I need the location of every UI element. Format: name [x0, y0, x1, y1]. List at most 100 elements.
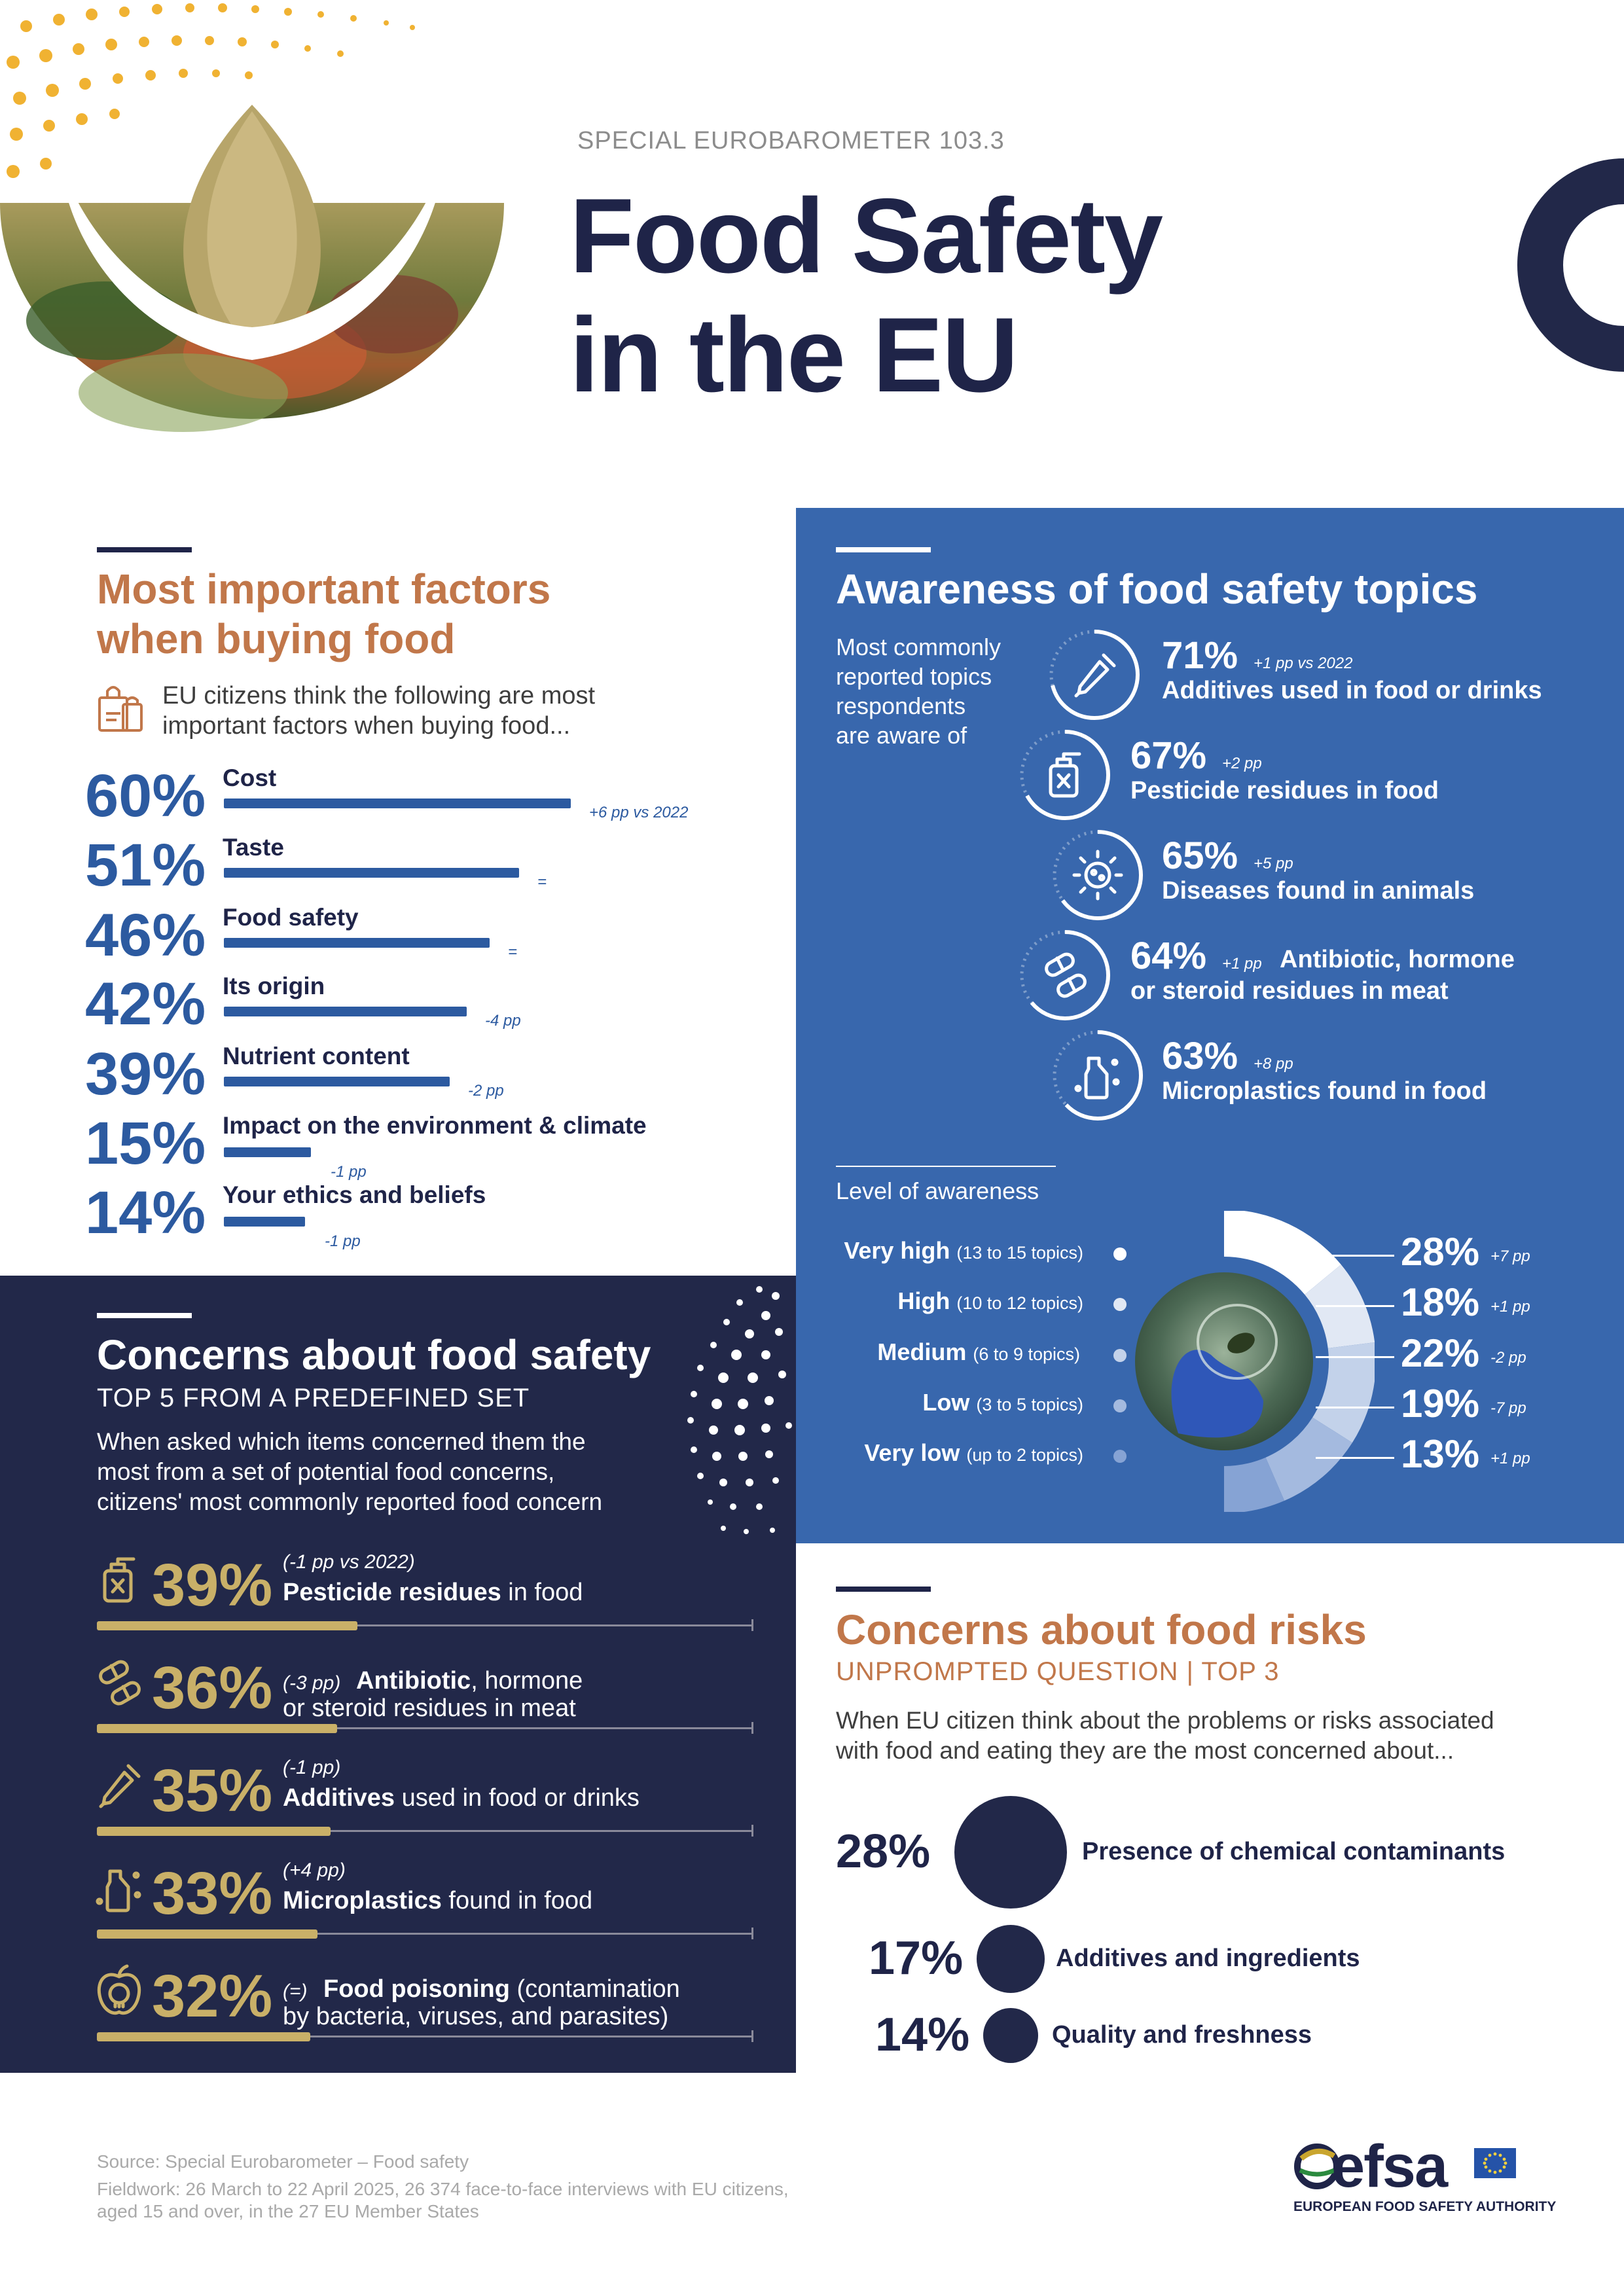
awareness-level-leader	[1316, 1356, 1394, 1358]
concerns-intro-line: most from a set of potential food concer…	[97, 1458, 555, 1485]
leaf-shape	[1227, 1333, 1255, 1354]
concern-bar-end-tick	[751, 1825, 753, 1837]
awareness-topic-ring	[1020, 730, 1110, 820]
apple-skull-icon	[97, 1964, 141, 2015]
awareness-intro-line: are aware of	[836, 722, 967, 749]
factor-bar	[224, 1217, 305, 1227]
topic-ring-fill	[1053, 1030, 1143, 1121]
factor-row: 46% Food safety =	[85, 900, 740, 965]
factor-label: Nutrient content	[223, 1043, 410, 1069]
dropper-icon-glyph	[1074, 653, 1116, 698]
concern-change: (=)	[283, 1981, 308, 2002]
factor-label: Your ethics and beliefs	[223, 1181, 486, 1208]
awareness-topic-label: Microplastics found in food	[1162, 1077, 1487, 1105]
sprayer-icon-glyph	[103, 1557, 135, 1603]
pills-icon	[1045, 952, 1087, 998]
awareness-topic-change: +1 pp	[1222, 955, 1262, 973]
glyph-part	[113, 2002, 125, 2009]
glyph-part	[1074, 1085, 1082, 1092]
concern-label-bold: Pesticide residues	[283, 1579, 501, 1606]
concern-bar-track	[97, 1830, 753, 1832]
glyph-part	[1084, 1056, 1109, 1100]
glyph-part	[105, 1869, 130, 1912]
concern-change: (-1 pp)	[283, 1757, 341, 1778]
factor-label: Its origin	[223, 973, 325, 999]
footer-source: Source: Special Eurobarometer – Food saf…	[97, 2151, 469, 2172]
factors-intro-line-2: important factors when buying food...	[162, 712, 571, 740]
risk-bubble	[983, 2008, 1038, 2063]
factor-row: 60% Cost +6 pp vs 2022	[85, 761, 740, 826]
pills-icon-glyph	[99, 1660, 141, 1706]
concern-label-bold: Antibiotic	[356, 1667, 471, 1695]
awareness-topic-ring	[1053, 830, 1143, 920]
blue-glove-shape	[1171, 1350, 1263, 1438]
concern-bar-end-tick	[751, 1619, 753, 1631]
factor-bar	[224, 868, 519, 878]
virus-icon	[1072, 850, 1123, 901]
shopping-bag-icon	[98, 686, 143, 732]
factor-bar	[224, 938, 490, 948]
awareness-level-leader	[1316, 1457, 1394, 1459]
footer-fieldwork-line: aged 15 and over, in the 27 EU Member St…	[97, 2201, 479, 2221]
factor-change-note: =	[537, 873, 547, 891]
bottle-icon	[96, 1869, 141, 1912]
awareness-level-dot	[1113, 1349, 1127, 1362]
concern-percent: 33%	[152, 1860, 273, 1927]
factor-row: 14% Your ethics and beliefs -1 pp	[85, 1177, 740, 1250]
concern-percent: 39%	[152, 1552, 273, 1619]
awareness-level-change: +1 pp	[1490, 1298, 1530, 1316]
decorative-dots	[7, 3, 415, 178]
factor-row: 51% Taste =	[85, 830, 740, 895]
concern-change: (-3 pp)	[283, 1672, 341, 1694]
awareness-level-name: Low	[922, 1389, 970, 1416]
awareness-topic-percent: 71%	[1162, 634, 1238, 677]
factor-bar	[224, 1007, 467, 1016]
factor-change-note: +6 pp vs 2022	[589, 804, 689, 821]
eu-stars-icon	[1483, 2152, 1507, 2174]
bottle-icon	[1074, 1056, 1120, 1100]
efsa-swirl-icon	[1294, 2144, 1340, 2189]
factors-intro-line-1: EU citizens think the following are most	[162, 682, 596, 709]
concerns-intro-line: When asked which items concerned them th…	[97, 1428, 586, 1455]
factor-percent: 51%	[85, 832, 206, 899]
factor-percent: 39%	[85, 1041, 206, 1107]
concern-label: Food poisoning (contamination	[323, 1975, 680, 2003]
awareness-level-label: High (10 to 12 topics)	[808, 1287, 1083, 1315]
factor-bar	[224, 1077, 450, 1086]
concern-change: (-1 pp vs 2022)	[283, 1551, 415, 1573]
awareness-rule	[836, 547, 931, 552]
concern-label-rest: found in food	[441, 1887, 593, 1914]
concern-label-rest: in food	[501, 1579, 583, 1606]
concern-label: Pesticide residues in food	[283, 1579, 583, 1606]
risks-intro-line: with food and eating they are the most c…	[836, 1737, 1454, 1764]
concern-label-bold: Additives	[283, 1784, 395, 1812]
glyph-part	[96, 1897, 103, 1905]
concern-percent: 32%	[152, 1963, 273, 2030]
factor-label: Food safety	[223, 904, 359, 931]
factors-rule	[97, 547, 192, 552]
awareness-level-label: Very low (up to 2 topics)	[808, 1439, 1083, 1467]
awareness-topic-label-line-2: or steroid residues in meat	[1130, 977, 1449, 1005]
glyph-part	[134, 1891, 141, 1899]
factor-percent: 46%	[85, 902, 206, 969]
glyph-part	[132, 1871, 140, 1879]
risk-label: Additives and ingredients	[1056, 1945, 1360, 1972]
risk-bubble	[954, 1796, 1067, 1909]
concern-label-line-2: by bacteria, viruses, and parasites)	[283, 2003, 669, 2030]
awareness-level-range: (up to 2 topics)	[966, 1445, 1083, 1465]
awareness-level-heading: Level of awareness	[836, 1177, 1039, 1204]
footer-fieldwork-line: Fieldwork: 26 March to 22 April 2025, 26…	[97, 2179, 789, 2199]
glyph-part	[97, 1964, 141, 2015]
risk-label: Quality and freshness	[1052, 2021, 1312, 2049]
awareness-level-name: Very low	[864, 1439, 960, 1466]
factor-percent: 14%	[85, 1179, 206, 1246]
glyph-part	[1072, 850, 1123, 901]
concerns-intro-line: citizens' most commonly reported food co…	[97, 1488, 603, 1515]
bottle-icon-glyph	[1074, 1056, 1120, 1100]
bottle-icon-glyph	[96, 1869, 141, 1912]
awareness-level-change: +1 pp	[1490, 1450, 1530, 1467]
concern-label-rest: , hormone	[471, 1667, 583, 1695]
awareness-level-name: Very high	[844, 1237, 950, 1264]
decorative-dots	[687, 1286, 792, 1534]
risks-subheading: UNPROMPTED QUESTION | TOP 3	[836, 1657, 1280, 1686]
